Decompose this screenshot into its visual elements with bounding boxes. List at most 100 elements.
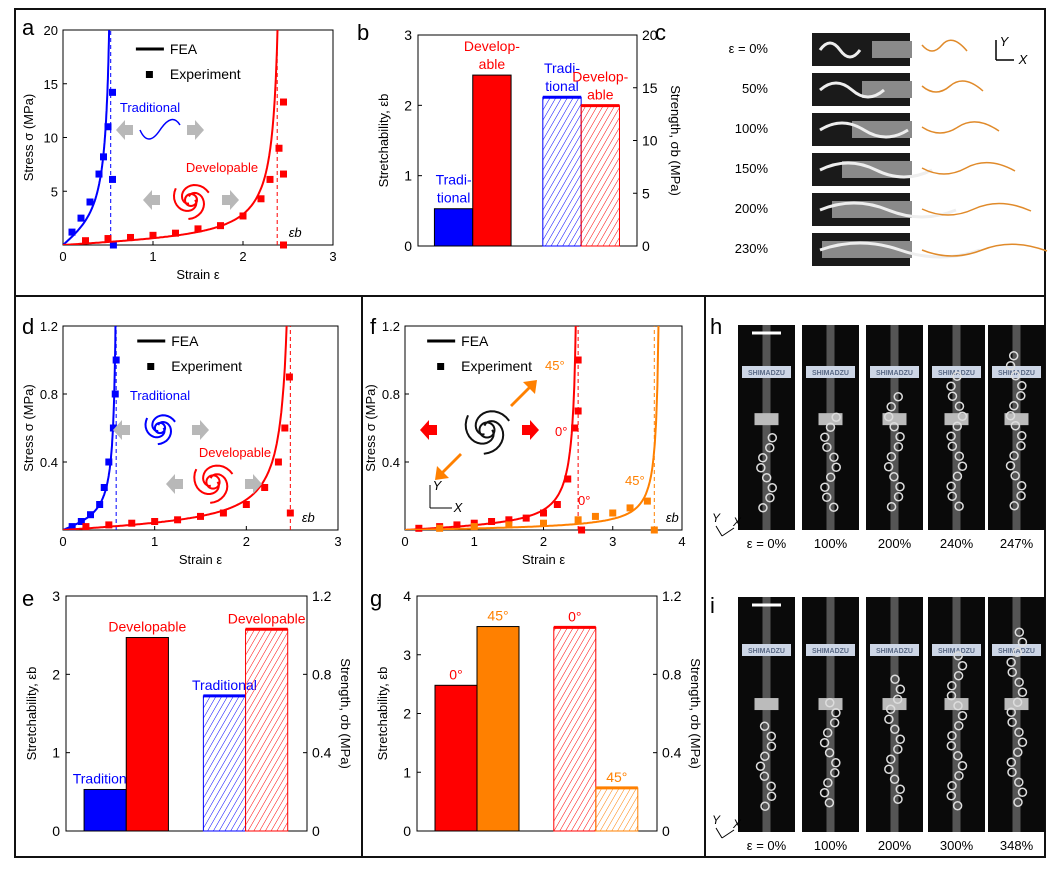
lattice-cell — [1006, 707, 1016, 717]
experiment-point — [194, 225, 202, 233]
lattice-cell — [767, 433, 778, 443]
panel-frames — [14, 8, 1046, 858]
curve-label-0deg: 0° — [578, 493, 590, 508]
clamp — [806, 366, 855, 378]
y-tick-label: 4 — [403, 588, 411, 604]
lattice-cell — [1009, 501, 1019, 511]
clamp — [870, 366, 919, 378]
panel-letter-f: f — [370, 314, 377, 339]
bar-strength-0 — [202, 695, 247, 832]
strain-label: 240% — [940, 536, 974, 551]
y-right-axis-label: Strength, σb (MPa) — [338, 658, 353, 769]
arrow-left-icon — [166, 474, 183, 494]
panel-letter-e: e — [22, 586, 34, 611]
x-tick-label: 3 — [334, 534, 341, 549]
specimen-strip — [819, 121, 909, 139]
legend-experiment-marker — [147, 363, 155, 370]
lattice-cell — [957, 461, 968, 471]
spiral-core — [184, 193, 198, 207]
eb-label: εb — [302, 510, 315, 525]
strain-label: 200% — [878, 838, 912, 853]
arrow-0deg-right-icon — [522, 420, 539, 440]
experiment-point — [104, 123, 112, 131]
y-right-axis-label: Strength, σb (MPa) — [668, 85, 683, 196]
experiment-point — [470, 523, 478, 531]
axis-x-label: X — [453, 500, 464, 515]
eb-label: εb — [289, 225, 302, 240]
lattice-cell — [1017, 637, 1028, 647]
strain-label: 200% — [878, 536, 912, 551]
curve-label-45deg: 45° — [625, 473, 645, 488]
lattice-cell — [883, 412, 894, 422]
lattice-cell — [825, 472, 836, 482]
experiment-point — [105, 458, 113, 466]
experiment-point — [540, 519, 547, 527]
lattice-cell — [1016, 431, 1027, 441]
experiment-point — [112, 356, 120, 364]
axis-x-label: X — [732, 817, 742, 831]
y-axis-label: Stress σ (MPa) — [21, 94, 36, 181]
axis-x-label: X — [1018, 52, 1029, 67]
lattice-cell — [946, 691, 957, 701]
simulated-shape — [921, 39, 968, 52]
lattice-cell — [895, 784, 905, 794]
experiment-point — [104, 235, 112, 243]
experiment-point — [505, 516, 513, 524]
grip — [1004, 698, 1029, 711]
strain-label: 348% — [1000, 838, 1034, 853]
lattice-cell — [1014, 777, 1024, 787]
y-tick-label: 0 — [404, 238, 412, 254]
y-tick-label: 2 — [403, 706, 411, 722]
y-axis-label: Stretchability, εb — [376, 94, 391, 188]
fea-curve-0 — [63, 30, 111, 245]
lattice-cell — [829, 452, 839, 462]
experiment-point — [285, 373, 293, 381]
x-tick-label: 0 — [401, 534, 408, 549]
eb-label: εb — [666, 510, 679, 525]
legend-fea-label: FEA — [461, 333, 489, 349]
grip — [944, 698, 969, 711]
chart-b: 0 1 2 3 0 5 10 15 20 Stretchability, εb Strength, … — [376, 27, 683, 254]
lattice-cell — [952, 421, 963, 431]
traditional-serpentine-icon — [139, 118, 181, 140]
lattice-cell — [825, 698, 835, 708]
experiment-point — [105, 521, 113, 529]
y-tick-label: 10 — [44, 131, 58, 146]
bar-stretchability-0 — [434, 684, 478, 832]
lattice-cell — [1017, 381, 1027, 391]
experiment-point — [217, 222, 224, 230]
lattice-cell — [1010, 421, 1021, 431]
chart-a: 0 1 2 3 5 10 15 20 Strain ε Stress σ (MPa) εb FEA Ex… — [21, 23, 337, 282]
chart-d: 0 1 2 3 0.4 0.8 1.2 Strain ε Stress σ (MPa) εb FEA… — [21, 319, 342, 567]
axis-y-label: Y — [712, 511, 721, 525]
axis-y-label: Y — [1000, 34, 1010, 49]
lattice-cell — [759, 721, 770, 731]
lattice-cell — [1007, 767, 1017, 777]
lattice-cell — [886, 502, 897, 512]
lattice-cell — [953, 651, 963, 661]
lattice-cell — [1008, 351, 1019, 361]
lattice-cell — [1014, 627, 1025, 637]
strain-label: 230% — [735, 241, 769, 256]
bar-label: able — [587, 87, 614, 103]
clamp — [742, 644, 791, 656]
clamp-brand-text: SHIMADZU — [748, 370, 785, 377]
x-tick-label: 0 — [59, 534, 66, 549]
panel-letter-c: c — [655, 20, 666, 45]
lattice-cell — [953, 671, 964, 681]
experiment-point — [239, 212, 247, 220]
panel-i-photos: SHIMADZU ε = 0% SHIMADZU 100% SHIMADZU 200% SH… — [712, 597, 1045, 853]
y-right-axis-label: Strength, σb (MPa) — [688, 658, 703, 769]
x-tick-label: 4 — [678, 534, 685, 549]
bar-stretchability-1 — [476, 626, 520, 832]
grip — [944, 413, 969, 426]
clamp — [832, 201, 912, 218]
lattice-cell — [831, 708, 841, 718]
lattice-cell — [886, 402, 896, 412]
lattice-cell — [946, 791, 957, 801]
experiment-point — [286, 509, 294, 517]
strain-label: 150% — [735, 161, 769, 176]
developable-spiral-icon — [464, 410, 510, 455]
lattice-cell — [947, 681, 957, 691]
bar-label: Traditional — [192, 677, 257, 693]
